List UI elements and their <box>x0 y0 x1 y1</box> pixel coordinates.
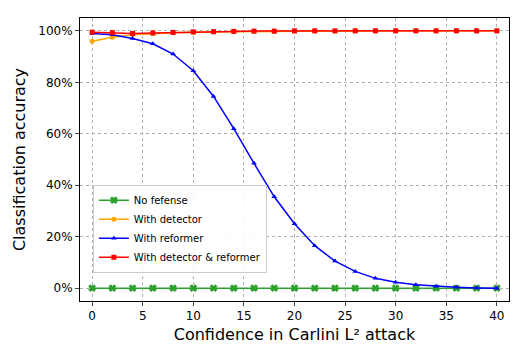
svg-text:With detector: With detector <box>134 214 203 225</box>
svg-text:20: 20 <box>287 309 302 323</box>
svg-text:10: 10 <box>186 309 201 323</box>
svg-text:20%: 20% <box>46 230 73 244</box>
svg-text:35: 35 <box>439 309 454 323</box>
svg-text:Classification accuracy: Classification accuracy <box>10 68 29 251</box>
svg-text:5: 5 <box>139 309 147 323</box>
svg-text:15: 15 <box>236 309 251 323</box>
svg-text:Confidence in Carlini L² attac: Confidence in Carlini L² attack <box>174 325 416 344</box>
svg-text:100%: 100% <box>38 24 72 38</box>
svg-text:With detector & reformer: With detector & reformer <box>134 252 261 263</box>
svg-text:0%: 0% <box>54 281 73 295</box>
svg-text:30: 30 <box>388 309 403 323</box>
svg-text:40: 40 <box>489 309 504 323</box>
svg-text:60%: 60% <box>46 127 73 141</box>
svg-text:0: 0 <box>88 309 96 323</box>
svg-text:With reformer: With reformer <box>134 233 204 244</box>
svg-text:25: 25 <box>337 309 352 323</box>
svg-text:80%: 80% <box>46 76 73 90</box>
svg-text:No fefense: No fefense <box>134 195 188 206</box>
svg-text:40%: 40% <box>46 178 73 192</box>
